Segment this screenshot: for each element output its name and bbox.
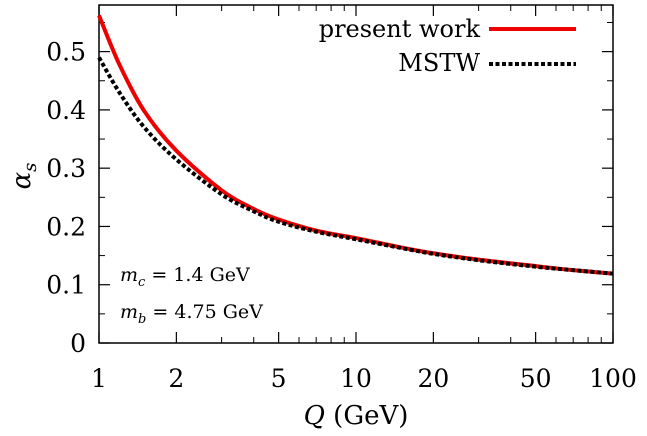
x-tick-label: 2: [168, 364, 184, 393]
y-tick-label: 0.2: [46, 212, 86, 241]
annotations: mc = 1.4 GeV mb = 4.75 GeV: [120, 264, 263, 327]
y-tick-label: 0.3: [46, 154, 86, 183]
legend-label-present-work: present work: [319, 15, 481, 43]
x-tick-label: 5: [271, 364, 287, 393]
x-tick-label: 50: [520, 364, 552, 393]
legend: present work MSTW: [319, 15, 576, 77]
tick-marks: [98, 5, 614, 344]
y-tick-label: 0.4: [46, 96, 86, 125]
svg-text:αs: αs: [7, 163, 41, 190]
x-tick-label: 20: [417, 364, 449, 393]
y-tick-labels: 0 0.1 0.2 0.3 0.4 0.5: [46, 38, 86, 358]
y-axis-title: αs: [7, 163, 41, 190]
x-tick-label: 100: [589, 364, 637, 393]
annotation-mb: mb = 4.75 GeV: [120, 301, 263, 327]
plot-frame: [98, 4, 614, 344]
y-tick-label: 0.5: [46, 38, 86, 67]
x-axis-title: Q (GeV): [304, 401, 409, 431]
curves: [97, 14, 614, 276]
y-tick-label: 0.1: [46, 271, 86, 300]
series-line-mstw: [97, 56, 614, 276]
series-line-present-work: [97, 14, 614, 276]
legend-label-mstw: MSTW: [398, 49, 480, 77]
y-tick-label: 0: [70, 329, 86, 358]
x-tick-label: 1: [91, 364, 107, 393]
annotation-mc: mc = 1.4 GeV: [120, 264, 250, 290]
x-tick-labels: 1 2 5 10 20 50 100: [91, 364, 637, 393]
x-tick-label: 10: [340, 364, 372, 393]
